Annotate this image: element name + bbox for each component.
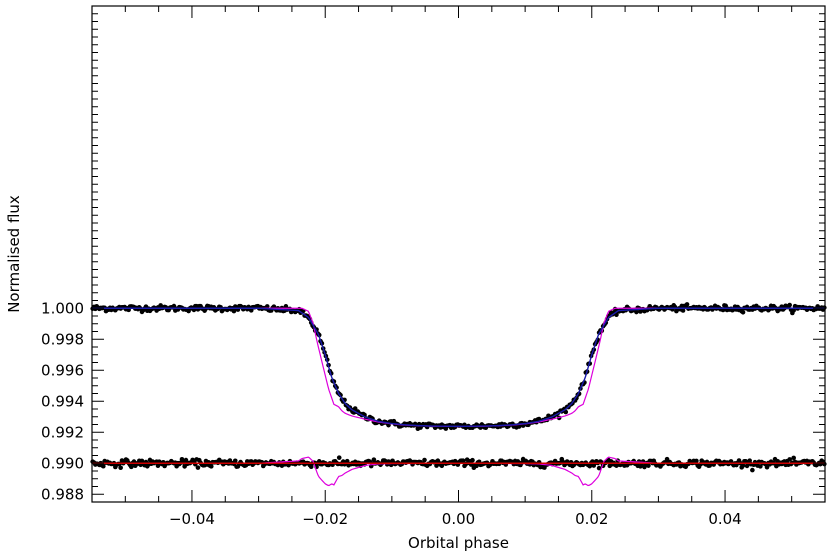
x-axis-title: Orbital phase bbox=[408, 534, 509, 552]
y-tick-label: 0.994 bbox=[41, 392, 84, 410]
transit-data-point bbox=[264, 304, 270, 309]
x-tick-label: 0.00 bbox=[442, 510, 475, 528]
residual-data-point bbox=[371, 457, 377, 462]
residual-data-point bbox=[232, 458, 238, 464]
residual-data-point bbox=[344, 458, 350, 464]
transit-data-point bbox=[684, 302, 690, 307]
data-points bbox=[90, 302, 827, 473]
transit-data-point bbox=[634, 309, 639, 315]
residual-data-point bbox=[183, 457, 189, 463]
transit-data-point bbox=[563, 409, 569, 415]
residual-data-point bbox=[642, 464, 647, 470]
x-tick-label: 0.04 bbox=[708, 510, 741, 528]
residual-data-point bbox=[747, 458, 752, 463]
x-tick-label: −0.02 bbox=[302, 510, 348, 528]
transit-data-point bbox=[231, 308, 237, 314]
residual-data-point bbox=[740, 463, 746, 468]
model-lines bbox=[92, 307, 825, 487]
residual-data-point bbox=[101, 463, 106, 469]
transit-data-point bbox=[787, 302, 792, 308]
residual-data-point bbox=[758, 464, 763, 469]
y-tick-label: 0.988 bbox=[41, 485, 84, 503]
y-tick-label: 0.990 bbox=[41, 454, 84, 472]
residual-data-point bbox=[118, 465, 123, 471]
residual-data-point bbox=[646, 463, 651, 468]
residual-data-point bbox=[787, 457, 792, 462]
residual-data-point bbox=[195, 465, 201, 470]
y-tick-label: 0.998 bbox=[41, 330, 84, 348]
axis-ticks bbox=[92, 5, 825, 503]
x-tick-label: 0.02 bbox=[575, 510, 608, 528]
transit-model-curve bbox=[92, 307, 825, 428]
residual-data-point bbox=[460, 458, 466, 464]
residual-data-point bbox=[336, 455, 342, 460]
transit-data-point bbox=[740, 309, 746, 315]
residual-data-point bbox=[208, 464, 214, 469]
y-tick-label: 1.000 bbox=[41, 299, 84, 317]
y-axis-title: Normalised flux bbox=[5, 195, 23, 313]
y-tick-label: 0.996 bbox=[41, 361, 84, 379]
residual-data-point bbox=[750, 467, 755, 473]
x-tick-labels: −0.04 −0.02 0.00 0.02 0.04 bbox=[169, 510, 742, 528]
residual-data-point bbox=[422, 457, 427, 463]
transit-data-point bbox=[791, 308, 796, 313]
y-tick-labels: 0.988 0.990 0.992 0.994 0.996 0.998 1.000 bbox=[41, 299, 84, 503]
residual-data-point bbox=[596, 465, 602, 471]
transit-data-point bbox=[723, 303, 729, 309]
y-tick-label: 0.992 bbox=[41, 423, 84, 441]
transit-data-point bbox=[680, 308, 686, 313]
residual-data-point bbox=[791, 455, 796, 461]
x-tick-label: −0.04 bbox=[169, 510, 215, 528]
alternative-model-curve bbox=[92, 307, 825, 428]
residual-data-point bbox=[470, 457, 475, 463]
residual-data-point bbox=[129, 464, 134, 470]
residual-data-point bbox=[694, 458, 699, 464]
